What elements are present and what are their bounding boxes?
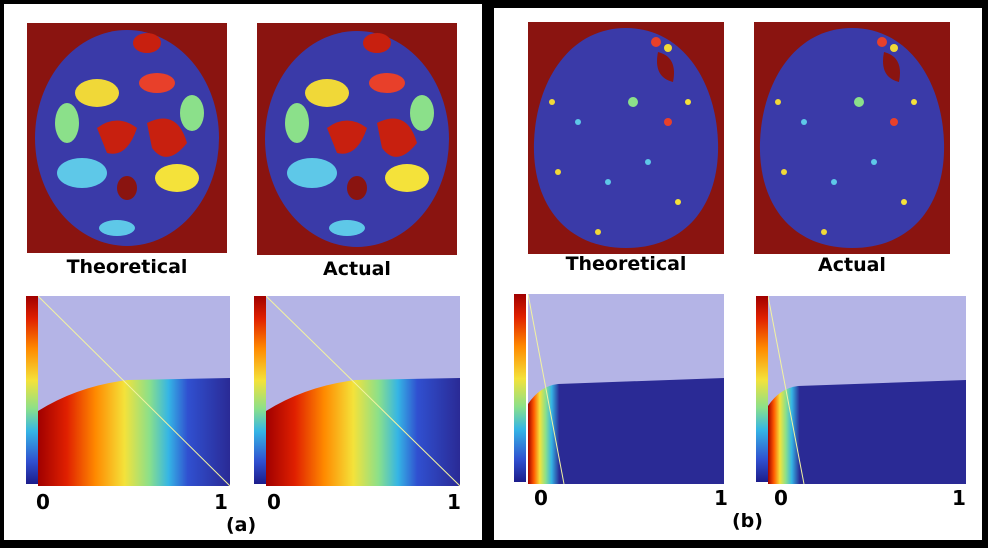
- histogram-plot-actual-b: [768, 296, 966, 484]
- brain-map-theoretical-b: [528, 22, 724, 254]
- brain-label-theoretical-b: Theoretical: [565, 253, 687, 275]
- panel-b: Theoretical Actual: [494, 8, 982, 540]
- panel-a: Theoretical Actual: [4, 4, 482, 540]
- x-axis-end-label: 1: [447, 490, 461, 514]
- histogram-image: [38, 296, 230, 486]
- histogram-image: [768, 296, 966, 484]
- brain-map-image: [35, 30, 219, 246]
- colorbar: [514, 294, 526, 482]
- brain-map-image: [265, 31, 449, 247]
- histogram-plot-actual-a: [266, 296, 460, 486]
- x-axis-start-label: 0: [774, 486, 788, 510]
- brain-label-actual-a: Actual: [323, 258, 391, 280]
- histogram-image: [266, 296, 460, 486]
- brain-map-actual-a: [257, 23, 457, 255]
- brain-map-actual-b: [754, 22, 950, 254]
- histogram-plot-theoretical-a: [38, 296, 230, 486]
- brain-map-image: [533, 28, 719, 248]
- x-axis-end-label: 1: [714, 486, 728, 510]
- brain-map-image: [759, 28, 945, 248]
- panel-caption-a: (a): [226, 514, 257, 536]
- x-axis-start-label: 0: [267, 490, 281, 514]
- colorbar: [254, 296, 266, 484]
- colorbar: [26, 296, 38, 484]
- x-axis-start-label: 0: [36, 490, 50, 514]
- brain-label-actual-b: Actual: [818, 254, 886, 276]
- panel-caption-b: (b): [732, 510, 763, 532]
- histogram-image: [528, 294, 724, 484]
- x-axis-end-label: 1: [214, 490, 228, 514]
- colorbar: [756, 296, 768, 482]
- x-axis-end-label: 1: [952, 486, 966, 510]
- brain-map-theoretical-a: [27, 23, 227, 253]
- histogram-plot-theoretical-b: [528, 294, 724, 484]
- x-axis-start-label: 0: [534, 486, 548, 510]
- brain-label-theoretical-a: Theoretical: [66, 256, 188, 278]
